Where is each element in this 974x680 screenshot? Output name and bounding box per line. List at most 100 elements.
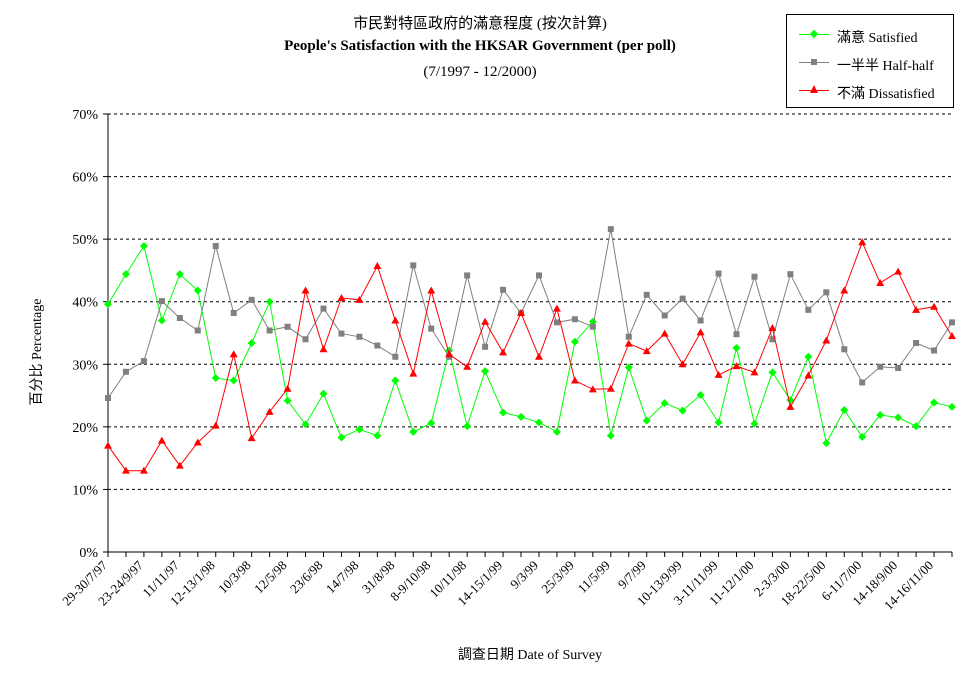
diamond-marker (876, 410, 885, 419)
y-tick-label: 30% (72, 358, 98, 373)
triangle-marker (481, 317, 490, 325)
square-marker (949, 319, 955, 326)
square-marker (625, 333, 632, 340)
y-tick-label: 40% (72, 296, 98, 311)
diamond-marker (301, 420, 310, 429)
diamond-marker (822, 439, 831, 448)
triangle-marker (732, 362, 741, 370)
legend-item-half-half: 一半半 Half-half (787, 51, 953, 75)
x-tick-labels: 29-30/7/9723-24/9/9711/11/9712-13/1/9810… (59, 557, 936, 613)
triangle-marker (175, 461, 184, 469)
diamond-marker (570, 337, 579, 346)
y-tick-label: 20% (72, 421, 98, 436)
diamond-marker (391, 376, 400, 385)
square-marker (320, 305, 327, 312)
diamond-marker (337, 433, 346, 442)
y-tick-labels: 0% 10% 20% 30% 40% 50% 60% 70% (72, 108, 98, 561)
diamond-marker (732, 344, 741, 353)
y-tick-label: 0% (79, 546, 98, 561)
triangle-marker (768, 323, 777, 331)
triangle-marker (804, 371, 813, 379)
triangle-marker (463, 362, 472, 370)
diamond-marker (121, 270, 130, 279)
chart-title-chinese: 市民對特區政府的滿意程度 (按次計算) (353, 16, 607, 32)
triangle-marker (678, 360, 687, 368)
x-tick-label: 12/5/98 (251, 558, 290, 597)
triangle-marker (211, 421, 220, 429)
diamond-marker (750, 419, 759, 428)
triangle-marker (427, 286, 436, 294)
triangle-marker (660, 329, 669, 337)
square-marker-icon (811, 59, 817, 65)
diamond-marker (427, 419, 436, 428)
triangle-marker (912, 305, 921, 313)
diamond-marker (175, 270, 184, 279)
triangle-marker (499, 348, 508, 356)
diamond-marker (714, 418, 723, 427)
square-marker (248, 296, 255, 303)
square-marker (428, 325, 435, 332)
square-marker (122, 368, 129, 375)
diamond-marker (463, 422, 472, 431)
diamond-marker (840, 405, 849, 414)
diamond-marker (319, 389, 328, 398)
square-marker (176, 314, 183, 321)
triangle-marker (337, 293, 346, 301)
square-marker (338, 330, 345, 337)
square-marker (571, 316, 578, 323)
triangle-marker (283, 384, 292, 392)
triangle-marker (570, 376, 579, 384)
x-tick-label: 9/7/99 (615, 558, 649, 592)
square-marker (661, 312, 668, 319)
square-marker (194, 327, 201, 334)
square-marker (733, 331, 740, 338)
triangle-marker (930, 302, 939, 310)
square-marker (787, 271, 794, 278)
diamond-marker (229, 376, 238, 385)
square-marker (500, 286, 507, 293)
x-tick-label: 23/6/98 (287, 558, 326, 597)
square-marker (859, 379, 866, 386)
x-tick-label: 25/3/99 (538, 558, 577, 597)
triangle-marker (750, 368, 759, 376)
triangle-marker (229, 350, 238, 358)
triangle-marker (894, 267, 903, 275)
triangle-marker (247, 434, 256, 442)
square-marker (895, 365, 902, 372)
chart-date-range: (7/1997 - 12/2000) (423, 64, 537, 80)
diamond-marker (948, 402, 956, 411)
diamond-marker (696, 390, 705, 399)
diamond-marker (534, 418, 543, 427)
triangle-marker (157, 436, 166, 444)
diamond-marker (894, 413, 903, 422)
triangle-marker (552, 304, 561, 312)
square-marker (212, 243, 219, 250)
square-marker (643, 291, 650, 298)
square-marker (769, 336, 776, 343)
triangle-marker (642, 347, 651, 355)
square-marker (751, 273, 758, 280)
square-marker (715, 270, 722, 277)
triangle-marker (355, 295, 364, 303)
diamond-marker (499, 408, 508, 417)
series-line-2 (107, 240, 953, 472)
diamond-marker (858, 432, 867, 441)
triangle-marker (624, 339, 633, 347)
triangle-marker (104, 441, 112, 449)
triangle-marker (517, 308, 526, 316)
chart-legend: 滿意 Satisfied 一半半 Half-half 不滿 Dissatisfi… (786, 14, 954, 108)
square-marker (697, 317, 704, 324)
legend-item-dissatisfied: 不滿 Dissatisfied (787, 79, 953, 103)
square-marker (553, 319, 560, 326)
legend-label-half-half: 一半半 Half-half (837, 59, 934, 74)
diamond-marker (768, 368, 777, 377)
triangle-marker (858, 238, 867, 246)
square-marker (410, 262, 417, 269)
triangle-marker (948, 332, 956, 340)
square-marker (302, 336, 309, 343)
square-marker (105, 395, 111, 402)
triangle-marker (445, 350, 454, 358)
x-axis-title: 調查日期 Date of Survey (457, 648, 603, 663)
square-marker (266, 327, 273, 334)
triangle-marker (409, 369, 418, 377)
